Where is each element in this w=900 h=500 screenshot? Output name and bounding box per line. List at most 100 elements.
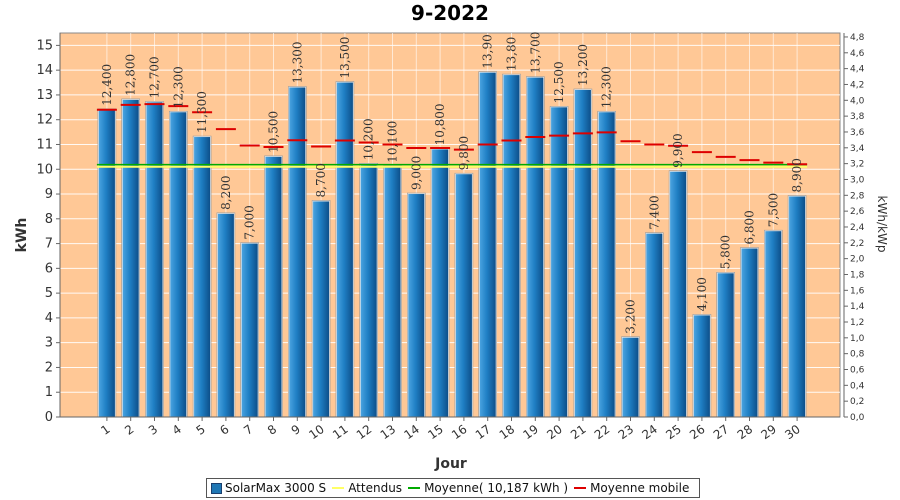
data-label: 7,400 xyxy=(647,195,661,229)
y2-tick-label: 2,0 xyxy=(850,255,865,265)
bar xyxy=(360,164,377,417)
y2-tick-label: 2,2 xyxy=(850,239,864,249)
bar xyxy=(217,213,234,417)
y2-tick-label: 4,2 xyxy=(850,80,864,90)
x-tick-label: 24 xyxy=(639,422,660,442)
x-tick-label: 17 xyxy=(473,422,494,442)
data-label: 12,800 xyxy=(124,54,138,96)
y-tick-label: 11 xyxy=(36,137,53,152)
bar xyxy=(241,243,258,417)
x-tick-label: 1 xyxy=(98,422,112,438)
data-label: 12,300 xyxy=(600,66,614,108)
data-label: 12,300 xyxy=(171,66,185,108)
y2-tick-label: 4,4 xyxy=(850,65,865,75)
x-tick-label: 16 xyxy=(449,422,470,442)
x-tick-label: 10 xyxy=(306,422,327,442)
data-labels: 12,400 12,800 12,700 12,300 11,300 8,200 7,000… xyxy=(100,32,804,334)
x-tick-label: 7 xyxy=(241,422,255,438)
x-tick-label: 6 xyxy=(217,422,231,438)
data-label: 12,400 xyxy=(100,64,114,106)
y2-tick-label: 2,4 xyxy=(850,223,865,233)
legend-swatch-solarmax xyxy=(211,482,222,494)
y2-tick-label: 3,8 xyxy=(850,112,865,122)
bar xyxy=(289,87,306,417)
legend-swatch-attendus xyxy=(332,487,345,489)
y-tick-label: 12 xyxy=(36,113,53,128)
x-tick-label: 15 xyxy=(425,422,446,442)
x-tick-label: 12 xyxy=(354,422,375,442)
bar xyxy=(336,82,353,417)
data-label: 8,200 xyxy=(219,175,233,209)
legend-item-moyenne-mobile: Moyenne mobile xyxy=(574,481,689,495)
y-tick-label: 0 xyxy=(45,410,53,425)
x-tick-label: 23 xyxy=(616,422,637,442)
data-label: 3,200 xyxy=(624,299,638,333)
bar xyxy=(598,112,615,418)
data-label: 13,300 xyxy=(290,42,304,84)
bar xyxy=(693,315,710,417)
legend-swatch-moyenne-mobile xyxy=(574,487,587,489)
data-label: 6,800 xyxy=(743,210,757,244)
bar xyxy=(432,149,449,417)
y-tick-label: 14 xyxy=(36,63,53,78)
data-label: 8,700 xyxy=(314,163,328,197)
bar xyxy=(122,99,139,417)
bar xyxy=(741,248,758,417)
data-label: 13,90 xyxy=(481,34,495,68)
bar xyxy=(170,112,187,418)
y2-tick-label: 1,4 xyxy=(850,302,865,312)
x-tick-label: 29 xyxy=(758,422,779,442)
y2-tick-label: 4,8 xyxy=(850,33,865,43)
data-label: 13,700 xyxy=(528,32,542,74)
data-label: 13,200 xyxy=(576,44,590,86)
data-label: 10,100 xyxy=(386,121,400,163)
legend-swatch-moyenne xyxy=(408,487,421,489)
bar xyxy=(313,201,330,417)
x-tick-label: 21 xyxy=(568,422,589,442)
bar xyxy=(789,196,806,417)
y2-tick-label: 0,2 xyxy=(850,397,864,407)
x-tick-label: 25 xyxy=(663,422,684,442)
y-tick-label: 13 xyxy=(36,88,53,103)
y2-tick-label: 0,4 xyxy=(850,381,865,391)
x-tick-label: 5 xyxy=(194,422,208,438)
x-tick-label: 19 xyxy=(520,422,541,442)
legend-item-solarmax: SolarMax 3000 S xyxy=(211,481,326,495)
bar xyxy=(646,233,663,417)
data-label: 10,500 xyxy=(267,111,281,153)
data-label: 12,500 xyxy=(552,61,566,103)
x-tick-label: 9 xyxy=(289,422,303,438)
bar xyxy=(479,72,496,418)
x-tick-label: 30 xyxy=(782,422,803,442)
y2-tick-label: 3,0 xyxy=(850,175,865,185)
data-label: 10,800 xyxy=(433,103,447,145)
bar xyxy=(384,166,401,417)
data-label: 10,200 xyxy=(362,118,376,160)
y-tick-label: 10 xyxy=(36,162,53,177)
y2-tick-label: 4,6 xyxy=(850,49,865,59)
bar xyxy=(265,156,282,417)
data-label: 11,300 xyxy=(195,91,209,133)
y2-tick-label: 3,4 xyxy=(850,144,865,154)
y2-tick-label: 0,0 xyxy=(850,413,865,423)
legend: SolarMax 3000 S Attendus Moyenne( 10,187… xyxy=(206,478,701,498)
data-label: 13,500 xyxy=(338,37,352,79)
y2-axis: 0,0 0,2 0,4 0,6 0,8 1,0 1,2 1,4 1,6 1,8 2,0 2,2 2,4 2… xyxy=(843,33,865,423)
data-label: 7,000 xyxy=(243,205,257,239)
bar xyxy=(527,77,544,417)
y2-tick-label: 2,6 xyxy=(850,207,865,217)
y-tick-label: 5 xyxy=(45,286,53,301)
legend-item-attendus: Attendus xyxy=(332,481,402,495)
y2-tick-label: 0,6 xyxy=(850,365,865,375)
data-label: 9,900 xyxy=(671,133,685,167)
bar xyxy=(670,171,687,417)
x-tick-label: 22 xyxy=(592,422,613,442)
legend-label-moyenne: Moyenne( 10,187 kWh ) xyxy=(424,481,569,495)
bar xyxy=(574,89,591,417)
bar xyxy=(98,109,115,418)
y-tick-label: 8 xyxy=(45,212,53,227)
x-tick-label: 20 xyxy=(544,422,565,442)
x-axis-label: Jour xyxy=(434,456,467,472)
